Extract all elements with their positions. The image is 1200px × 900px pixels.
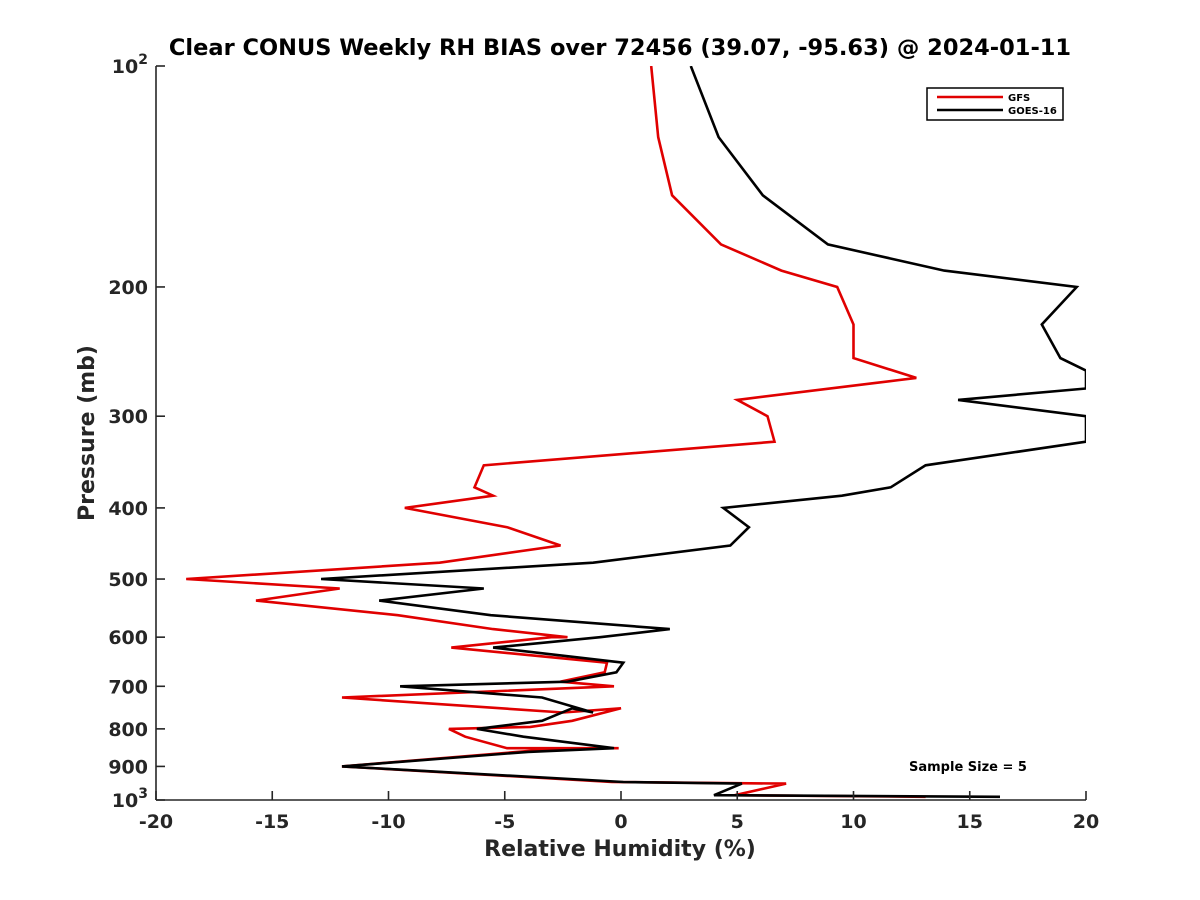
x-tick-label: -20	[139, 811, 173, 833]
x-tick-label: 5	[731, 811, 744, 833]
x-tick-label: -10	[371, 811, 405, 833]
tick-labels: -20 -15 -10 -5 0 5 10 15 20 102 200 300 400 500 600 700…	[108, 52, 1099, 833]
axes-layer	[155, 65, 1087, 801]
x-tick-label: 10	[840, 811, 866, 833]
y-tick-label: 900	[108, 756, 148, 778]
y-axis-title: Pressure (mb)	[75, 345, 100, 521]
series-line-gfs	[186, 66, 926, 799]
y-tick-label: 700	[108, 676, 148, 698]
y-tick-label: 800	[108, 719, 148, 741]
x-tick-label: 0	[614, 811, 627, 833]
y-tick-label: 103	[112, 786, 148, 812]
x-tick-label: -15	[255, 811, 289, 833]
y-tick-label: 102	[112, 52, 148, 78]
y-tick-label: 200	[108, 277, 148, 299]
legend: GFS GOES-16	[926, 87, 1064, 121]
x-tick-label: 15	[957, 811, 983, 833]
x-axis-title: Relative Humidity (%)	[484, 837, 756, 862]
y-tick-label: 500	[108, 569, 148, 591]
series-layer	[186, 66, 1086, 799]
plot-area	[155, 65, 1087, 801]
legend-label-goes16: GOES-16	[1008, 106, 1057, 117]
x-tick-label: 20	[1073, 811, 1099, 833]
chart-title: Clear CONUS Weekly RH BIAS over 72456 (3…	[169, 35, 1071, 61]
y-tick-label: 300	[108, 406, 148, 428]
sample-size-annotation: Sample Size = 5	[909, 760, 1027, 775]
x-tick-label: -5	[494, 811, 515, 833]
legend-box	[926, 87, 1064, 121]
series-line-goes16	[321, 66, 1086, 799]
y-tick-label: 400	[108, 498, 148, 520]
legend-label-gfs: GFS	[1008, 93, 1030, 104]
y-tick-label: 600	[108, 627, 148, 649]
